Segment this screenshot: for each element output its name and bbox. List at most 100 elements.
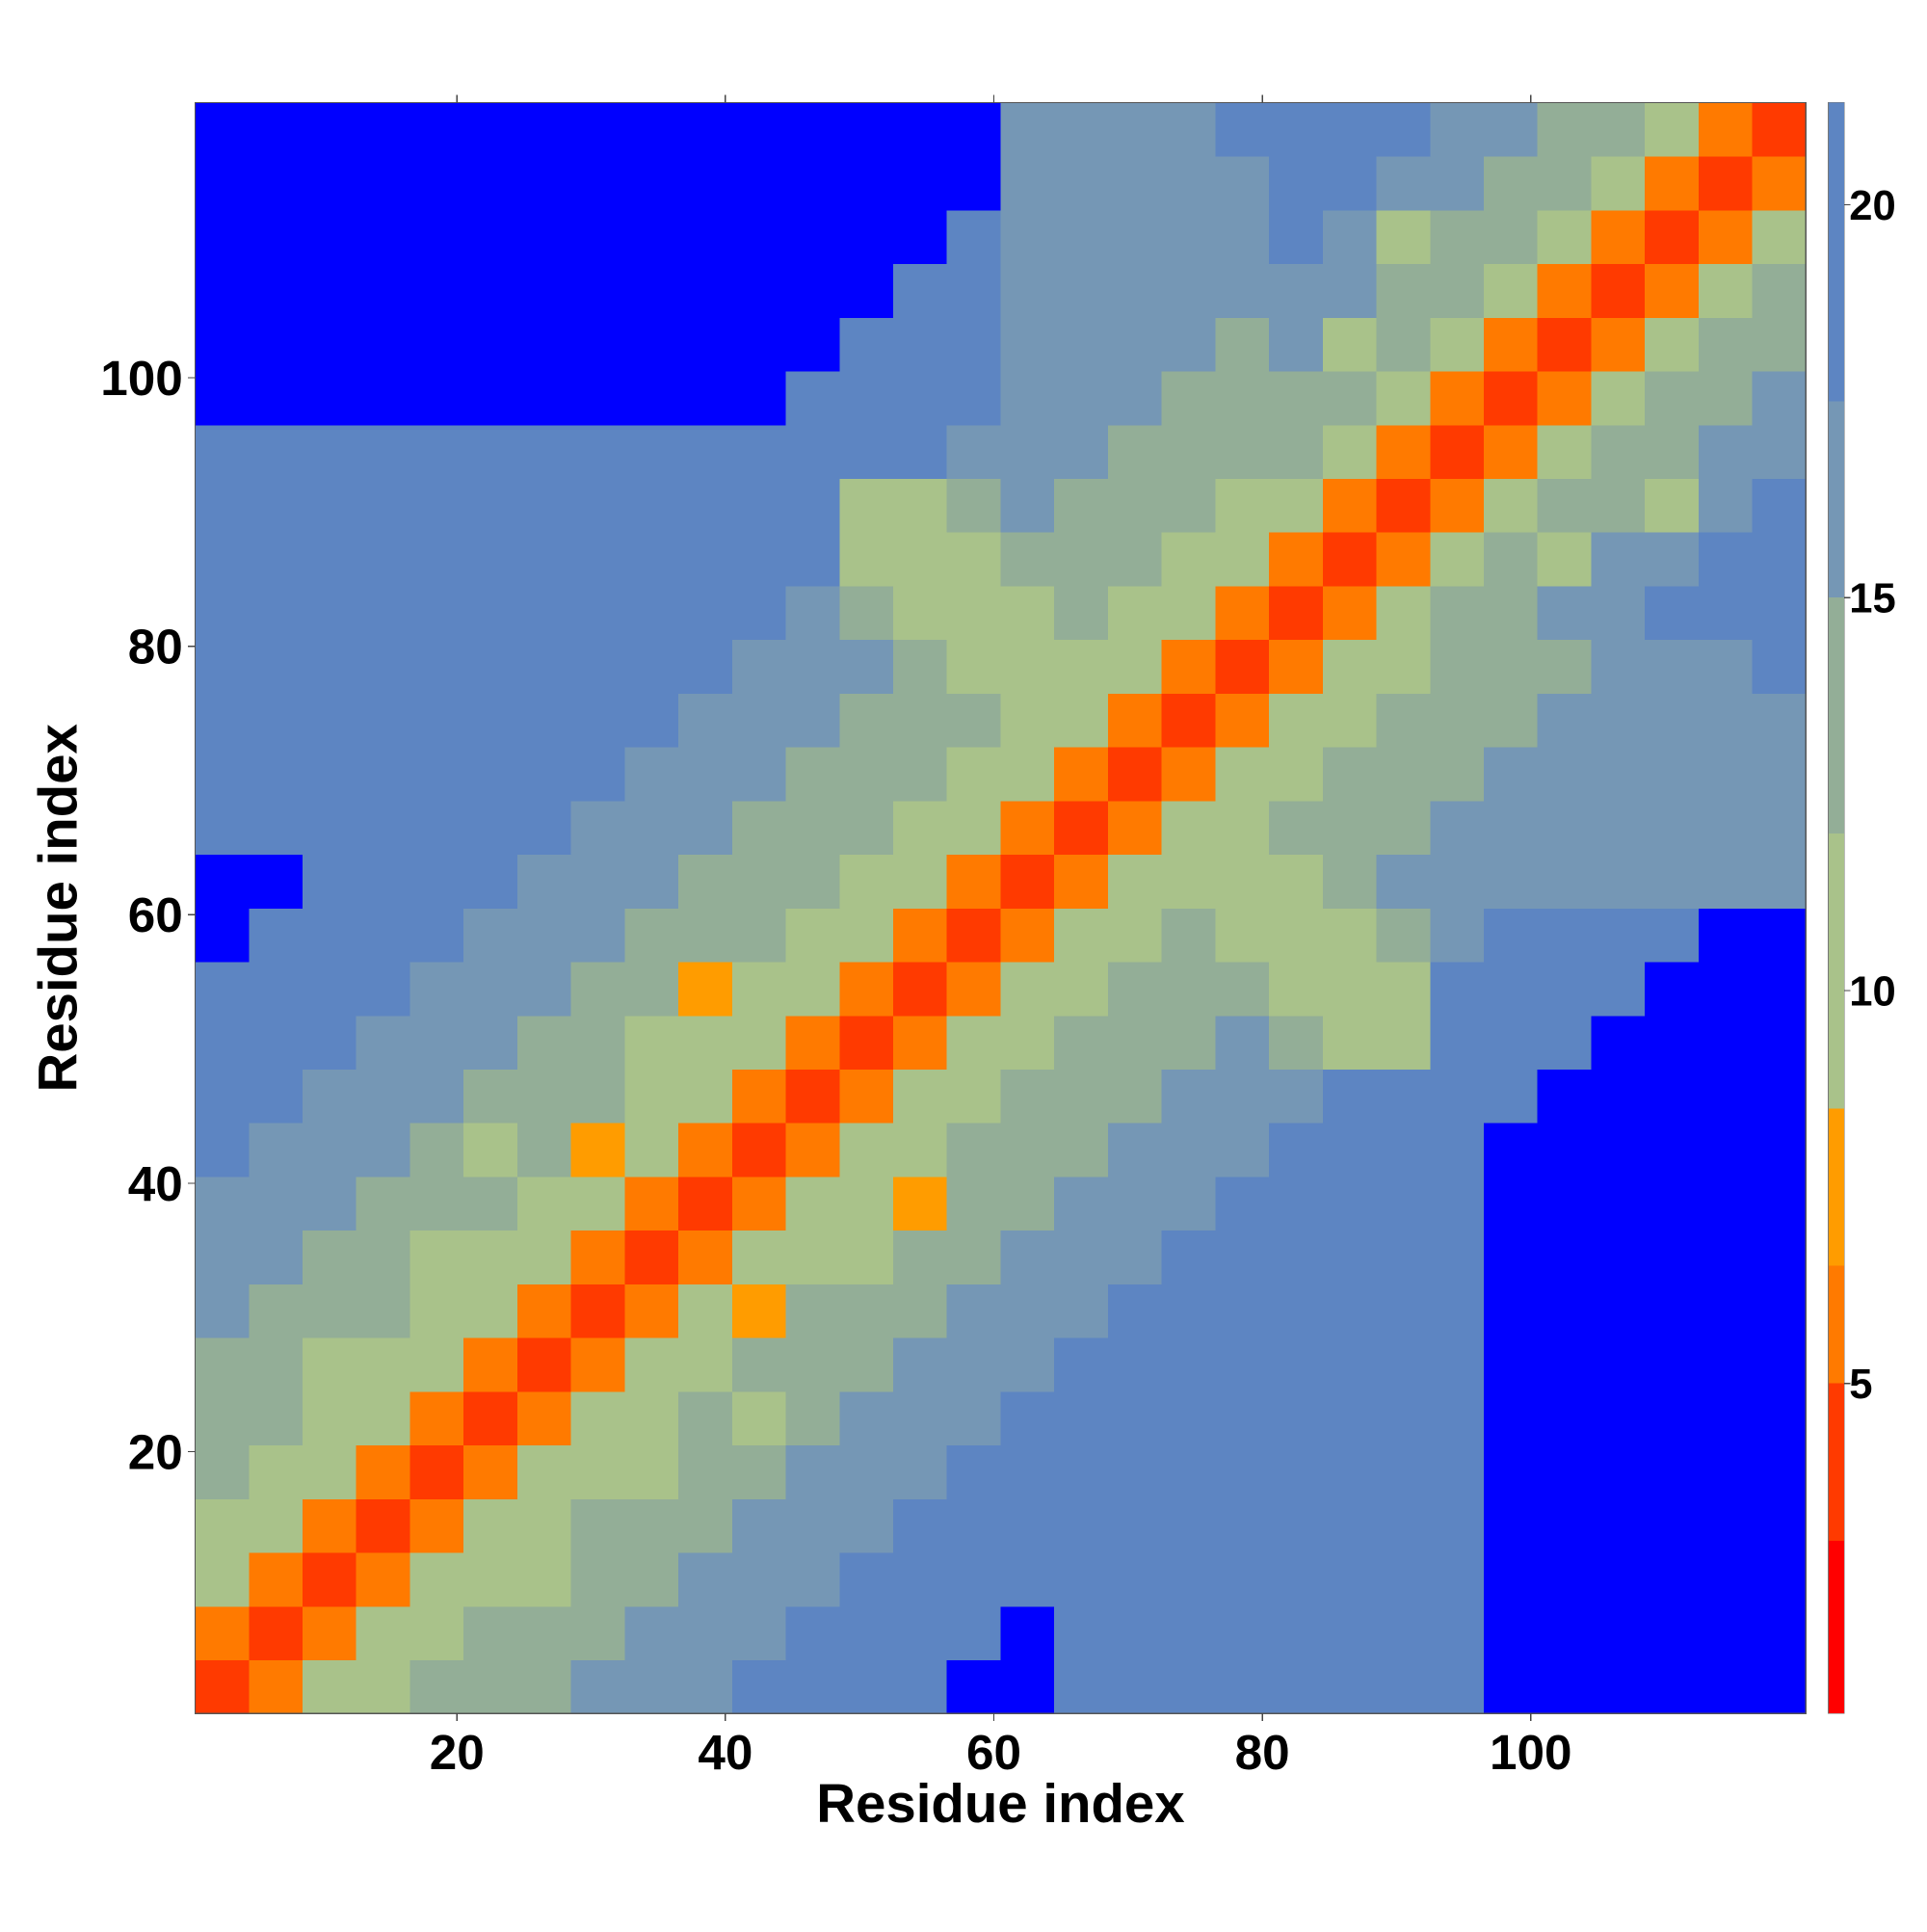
- heatmap-cell: [893, 1552, 948, 1607]
- heatmap-cell: [624, 263, 679, 318]
- heatmap-cell: [1376, 1605, 1431, 1660]
- colorbar-band: [1828, 1265, 1845, 1384]
- heatmap-cell: [678, 1337, 733, 1392]
- heatmap-cell: [731, 1444, 787, 1499]
- heatmap-cell: [839, 156, 894, 211]
- heatmap-cell: [839, 263, 894, 318]
- heatmap-cell: [1269, 693, 1324, 748]
- heatmap-cell: [516, 1498, 572, 1553]
- heatmap-cell: [785, 1498, 840, 1553]
- y-tick-label: 40: [128, 1156, 183, 1211]
- heatmap-cell: [893, 908, 948, 963]
- heatmap-cell: [1752, 1498, 1807, 1553]
- heatmap-cell: [1269, 1444, 1324, 1499]
- heatmap-cell: [1161, 1552, 1216, 1607]
- heatmap-cell: [1322, 1337, 1378, 1392]
- heatmap-cell: [1107, 371, 1163, 426]
- heatmap-cell: [516, 263, 572, 318]
- heatmap-cell: [1269, 209, 1324, 265]
- heatmap-cell: [1000, 532, 1055, 587]
- heatmap-cell: [678, 800, 733, 856]
- heatmap-cell: [946, 209, 1001, 265]
- heatmap-cell: [1483, 1659, 1539, 1714]
- heatmap-cell: [678, 693, 733, 748]
- heatmap-cell: [249, 747, 304, 802]
- heatmap-cell: [303, 1552, 357, 1607]
- heatmap-cell: [409, 317, 464, 372]
- heatmap-cell: [303, 156, 357, 211]
- heatmap-cell: [303, 209, 357, 265]
- heatmap-cell: [1269, 1552, 1324, 1607]
- heatmap-cell: [1107, 1069, 1163, 1124]
- heatmap-cell: [516, 317, 572, 372]
- heatmap-cell: [1269, 478, 1324, 533]
- heatmap-cell: [409, 371, 464, 426]
- heatmap-cell: [1591, 102, 1646, 157]
- heatmap-cell: [1107, 747, 1163, 802]
- heatmap-cell: [1054, 747, 1109, 802]
- heatmap-cell: [1107, 1337, 1163, 1392]
- heatmap-cell: [893, 371, 948, 426]
- heatmap-cell: [463, 800, 518, 856]
- heatmap-cell: [839, 1230, 894, 1284]
- heatmap-cell: [785, 156, 840, 211]
- heatmap-cell: [1698, 747, 1754, 802]
- heatmap-cell: [839, 585, 894, 641]
- x-tick-label: 60: [966, 1725, 1021, 1780]
- heatmap-cell: [1322, 585, 1378, 641]
- heatmap-cell: [1376, 1659, 1431, 1714]
- heatmap-cell: [356, 532, 410, 587]
- heatmap-cell: [839, 102, 894, 157]
- heatmap-cell: [1537, 585, 1592, 641]
- heatmap-cell: [1591, 1123, 1646, 1178]
- heatmap-cell: [1645, 1069, 1700, 1124]
- heatmap-cell: [624, 1444, 679, 1499]
- heatmap-cell: [1376, 102, 1431, 157]
- heatmap-cell: [1430, 1337, 1485, 1392]
- heatmap-cell: [303, 1605, 357, 1660]
- heatmap-cell: [1645, 800, 1700, 856]
- heatmap-cell: [678, 639, 733, 694]
- heatmap-cell: [1000, 478, 1055, 533]
- heatmap-cell: [785, 478, 840, 533]
- heatmap-cell: [1752, 1552, 1807, 1607]
- heatmap-cell: [839, 317, 894, 372]
- heatmap-cell: [731, 1390, 787, 1446]
- heatmap-cell: [839, 371, 894, 426]
- heatmap-cell: [303, 532, 357, 587]
- heatmap-cell: [1000, 1123, 1055, 1178]
- heatmap-cell: [1161, 424, 1216, 480]
- heatmap-cell: [409, 908, 464, 963]
- heatmap-cell: [1752, 1605, 1807, 1660]
- heatmap-cell: [1107, 639, 1163, 694]
- heatmap-cell: [249, 854, 304, 909]
- heatmap-cell: [839, 478, 894, 533]
- heatmap-cell: [1269, 1498, 1324, 1553]
- heatmap-cell: [1107, 1444, 1163, 1499]
- heatmap-cell: [1537, 1498, 1592, 1553]
- heatmap-cell: [1483, 1123, 1539, 1178]
- heatmap-cell: [463, 908, 518, 963]
- heatmap-cell: [1322, 1444, 1378, 1499]
- heatmap-cell: [1000, 371, 1055, 426]
- heatmap-cell: [1752, 1444, 1807, 1499]
- heatmap-cell: [303, 263, 357, 318]
- heatmap-cell: [1645, 424, 1700, 480]
- heatmap-cell: [1000, 1069, 1055, 1124]
- heatmap-cell: [1537, 209, 1592, 265]
- heatmap-cell: [1107, 1284, 1163, 1338]
- heatmap-cell: [195, 800, 250, 856]
- heatmap-cell: [1591, 962, 1646, 1017]
- heatmap-cell: [731, 317, 787, 372]
- heatmap-cell: [1107, 102, 1163, 157]
- heatmap-cell: [893, 693, 948, 748]
- heatmap-cell: [249, 532, 304, 587]
- heatmap-cell: [1000, 854, 1055, 909]
- heatmap-cell: [249, 1390, 304, 1446]
- heatmap-cell: [1430, 585, 1485, 641]
- heatmap-cell: [1698, 156, 1754, 211]
- heatmap-cell: [249, 424, 304, 480]
- heatmap-cell: [839, 1123, 894, 1178]
- heatmap-cell: [624, 1498, 679, 1553]
- heatmap-cell: [1430, 1390, 1485, 1446]
